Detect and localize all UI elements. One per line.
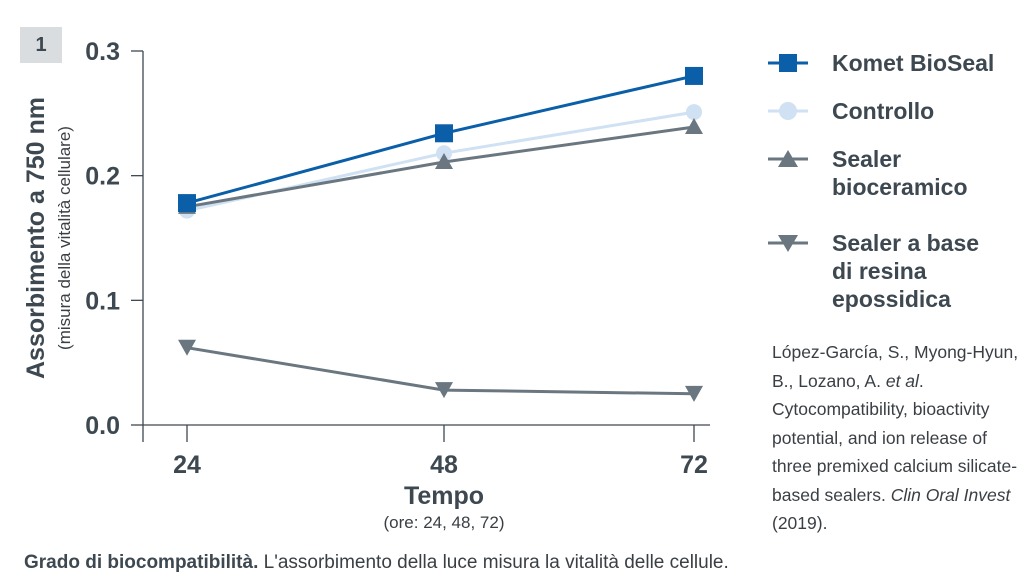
x-axis-label: Tempo xyxy=(404,482,484,510)
legend-label: Controllo xyxy=(832,98,935,124)
citation: López-García, S., Myong-Hyun, B., Lozano… xyxy=(772,338,1030,538)
legend-label: Sealer a base di resina epossidica xyxy=(832,230,980,312)
y-axis-label: Assorbimento a 750 nm xyxy=(22,97,50,379)
legend-label: Komet BioSeal xyxy=(832,50,995,76)
data-point-triangle-up xyxy=(685,118,703,135)
data-point-triangle-down xyxy=(685,385,703,402)
citation-title: . Cytocompatibility, bioactivity potenti… xyxy=(772,370,1018,505)
data-point-square xyxy=(435,124,453,143)
citation-authors: López-García, S., Myong-Hyun, B., Lozano… xyxy=(772,342,1019,391)
y-axis-sublabel: (misura della vitalità cellulare) xyxy=(55,126,74,350)
data-point-triangle-up xyxy=(435,152,453,169)
caption-text: L'assorbimento della luce misura la vita… xyxy=(258,552,729,573)
legend-marker-circle-icon xyxy=(768,102,808,120)
citation-year: (2019). xyxy=(772,513,828,533)
y-tick-label: 0.1 xyxy=(85,287,120,315)
legend-label: Sealer bioceramico xyxy=(832,146,968,200)
legend-marker-square-icon xyxy=(768,54,808,72)
data-point-triangle-down xyxy=(435,382,453,399)
y-tick-label: 0.3 xyxy=(85,38,120,66)
data-point-triangle-down xyxy=(178,339,196,356)
caption-bold: Grado di biocompatibilità. xyxy=(24,552,259,573)
figure-number: 1 xyxy=(20,27,62,63)
x-axis-sublabel: (ore: 24, 48, 72) xyxy=(384,513,505,532)
line-chart: 0.0 0.1 0.2 0.3 24 48 72 Tempo (ore: 24, 48, 72)… xyxy=(22,38,710,532)
y-tick-label: 0.2 xyxy=(85,163,120,191)
x-tick-label: 72 xyxy=(680,451,708,479)
data-point-circle xyxy=(686,104,702,121)
y-tick-label: 0.0 xyxy=(85,412,120,440)
legend-marker-triangle-up-icon xyxy=(768,150,808,167)
legend-marker-triangle-down-icon xyxy=(768,235,808,252)
figure-caption: Grado di biocompatibilità. L'assorbiment… xyxy=(24,552,729,574)
data-point-square xyxy=(685,66,703,85)
citation-etal: et al xyxy=(885,370,919,391)
x-tick-label: 24 xyxy=(173,451,201,479)
citation-journal: Clin Oral Invest xyxy=(890,484,1011,505)
x-tick-label: 48 xyxy=(430,451,458,479)
data-point-square xyxy=(178,194,196,213)
